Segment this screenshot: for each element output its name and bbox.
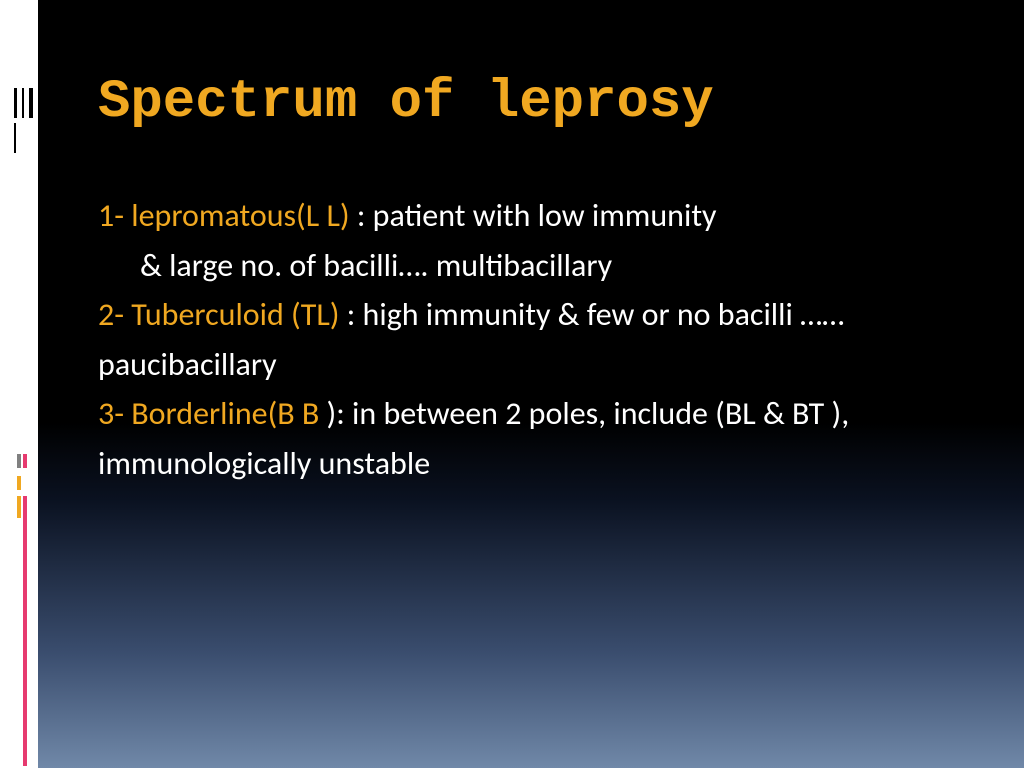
item-label: 3- Borderline(B B	[98, 394, 327, 433]
list-item: 2- Tuberculoid (TL) : high immunity & fe…	[98, 290, 964, 389]
item-text: : patient with low immunity	[357, 196, 717, 235]
list-item: 3- Borderline(B B ): in between 2 poles,…	[98, 389, 964, 488]
list-item: 1- lepromatous(L L) : patient with low i…	[98, 191, 964, 241]
slide-title: Spectrum of leprosy	[98, 72, 964, 133]
item-label: 1- lepromatous(L L)	[98, 196, 357, 235]
slide-container: Spectrum of leprosy 1- lepromatous(L L) …	[38, 0, 1024, 768]
item-continuation: & large no. of bacilli…. multibacillary	[98, 241, 964, 291]
item-label: 2- Tuberculoid (TL)	[98, 295, 347, 334]
decoration-top-bars	[14, 88, 34, 118]
slide-body: 1- lepromatous(L L) : patient with low i…	[98, 191, 964, 489]
